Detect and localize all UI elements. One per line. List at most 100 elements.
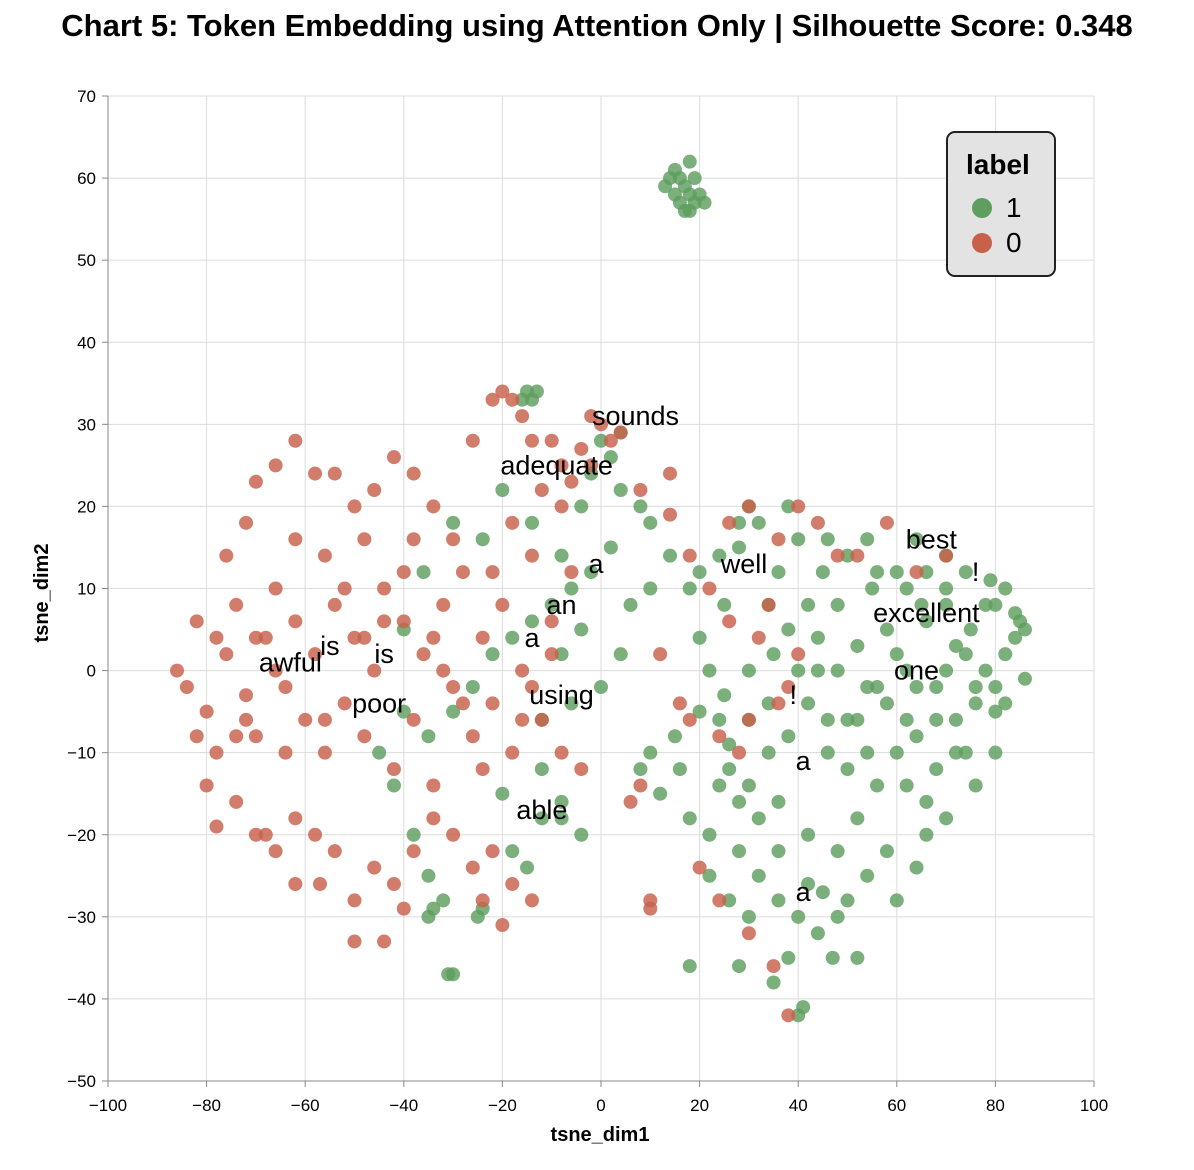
token-annotation: is (374, 639, 394, 669)
data-point-label-1 (446, 515, 461, 530)
data-point-label-0 (692, 860, 707, 875)
data-point-label-0 (712, 729, 727, 744)
data-point-label-1 (988, 704, 1003, 719)
data-point-label-0 (426, 499, 441, 514)
data-point-label-0 (554, 499, 569, 514)
data-point-label-0 (741, 499, 756, 514)
data-point-label-1 (421, 868, 436, 883)
data-point-label-0 (258, 827, 273, 842)
y-tick-label: 0 (87, 662, 96, 681)
data-point-label-0 (564, 565, 579, 580)
data-point-label-0 (288, 433, 303, 448)
data-point-label-1 (564, 581, 579, 596)
data-point-label-1 (1017, 622, 1032, 637)
legend: label 1 0 (946, 131, 1056, 277)
x-tick-label: −80 (192, 1096, 221, 1115)
data-point-label-0 (199, 778, 214, 793)
data-point-label-0 (663, 507, 678, 522)
data-point-label-0 (495, 918, 510, 933)
data-point-label-0 (766, 959, 781, 974)
data-point-label-0 (544, 614, 559, 629)
data-point-label-0 (426, 811, 441, 826)
data-point-label-1 (441, 967, 456, 982)
data-point-label-0 (219, 548, 234, 563)
data-point-label-1 (929, 712, 944, 727)
data-point-label-1 (879, 696, 894, 711)
data-point-label-1 (988, 597, 1003, 612)
data-point-label-0 (939, 548, 954, 563)
data-point-label-1 (968, 680, 983, 694)
data-point-label-1 (889, 745, 904, 760)
data-point-label-1 (939, 597, 954, 612)
data-point-label-0 (179, 680, 194, 694)
data-point-label-0 (386, 450, 401, 465)
data-point-label-0 (337, 696, 352, 711)
data-point-label-1 (899, 778, 914, 793)
data-point-label-1 (475, 532, 490, 547)
data-point-label-0 (268, 663, 283, 678)
token-annotation: a (589, 549, 605, 579)
data-point-label-1 (554, 647, 569, 662)
x-tick-label: −40 (389, 1096, 418, 1115)
data-point-label-1 (406, 827, 421, 842)
data-point-label-0 (229, 597, 244, 612)
data-point-label-0 (515, 663, 530, 678)
data-point-label-1 (465, 680, 480, 694)
data-point-label-1 (436, 893, 451, 908)
data-point-label-0 (268, 458, 283, 473)
data-point-label-1 (564, 696, 579, 711)
axes: −100 −80 −60 −40 −20 0 20 40 60 80 100706050403020… (67, 87, 1108, 1115)
data-point-label-1 (446, 704, 461, 719)
y-tick-label: 20 (77, 497, 96, 516)
data-point-label-0 (613, 425, 628, 440)
data-point-label-1 (919, 827, 934, 842)
data-point-label-0 (268, 581, 283, 596)
data-point-label-1 (495, 483, 510, 497)
token-annotation: poor (352, 688, 406, 718)
data-point-label-1 (643, 515, 658, 530)
data-point-label-1 (515, 392, 530, 407)
y-tick-label: −30 (67, 908, 96, 927)
data-point-label-0 (574, 762, 589, 777)
data-point-label-1 (870, 565, 885, 580)
data-point-label-0 (406, 466, 421, 481)
data-point-label-1 (781, 729, 796, 744)
data-point-label-0 (327, 597, 342, 612)
data-point-label-0 (524, 680, 539, 694)
data-point-label-1 (702, 663, 717, 678)
data-point-label-0 (377, 614, 392, 629)
data-point-label-0 (327, 466, 342, 481)
data-point-label-0 (377, 934, 392, 949)
data-point-label-0 (909, 565, 924, 580)
data-point-label-1 (722, 762, 737, 777)
data-point-label-1 (939, 811, 954, 826)
data-point-label-0 (682, 712, 697, 727)
data-point-label-1 (682, 811, 697, 826)
data-point-label-1 (825, 950, 840, 965)
data-point-label-1 (840, 893, 855, 908)
data-point-label-0 (386, 762, 401, 777)
y-tick-label: −40 (67, 990, 96, 1009)
data-point-label-1 (968, 696, 983, 711)
data-point-label-1 (948, 638, 963, 653)
data-point-label-0 (317, 745, 332, 760)
data-point-label-1 (554, 811, 569, 826)
y-tick-label: 10 (77, 580, 96, 599)
data-point-label-0 (367, 483, 382, 497)
data-point-label-1 (830, 909, 845, 924)
data-point-label-1 (801, 696, 816, 711)
data-point-label-0 (594, 417, 608, 432)
token-annotation: ! (790, 680, 798, 710)
data-point-label-1 (914, 597, 929, 612)
data-point-label-1 (830, 597, 845, 612)
x-tick-label: 0 (596, 1096, 605, 1115)
legend-label-0: 0 (1006, 227, 1022, 258)
data-point-label-0 (465, 729, 480, 744)
x-tick-label: 60 (887, 1096, 906, 1115)
data-point-label-1 (810, 630, 825, 645)
data-point-label-0 (416, 647, 431, 662)
data-point-label-0 (534, 483, 549, 497)
y-tick-label: 70 (77, 87, 96, 106)
data-point-label-1 (741, 663, 756, 678)
